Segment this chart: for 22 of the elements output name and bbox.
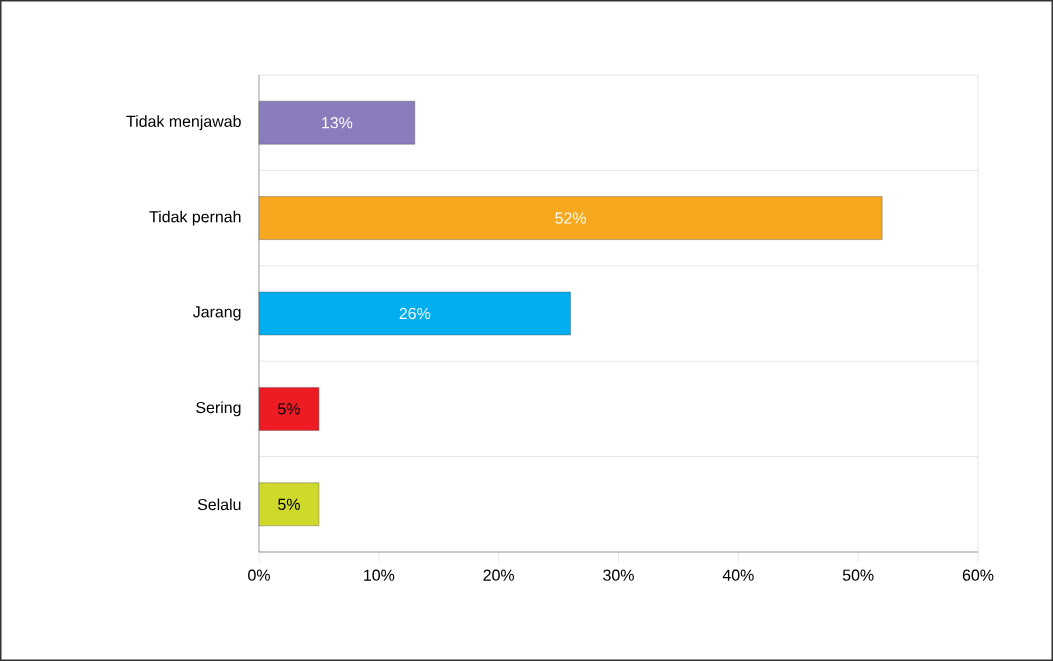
bar xyxy=(258,101,415,145)
x-tick-label: 40% xyxy=(722,569,754,581)
bar xyxy=(258,482,320,526)
data-label: 52% xyxy=(555,212,586,224)
y-tick-label: Selalu xyxy=(197,498,241,511)
x-tick-label: 50% xyxy=(842,569,874,581)
y-tick-label: Tidak menjawab xyxy=(126,115,241,131)
y-tick-label: Jarang xyxy=(193,306,241,321)
x-tick-label: 0% xyxy=(248,569,270,581)
y-tick-label: Sering xyxy=(196,401,241,417)
data-label: 13% xyxy=(322,117,353,129)
x-tick-label: 10% xyxy=(364,569,395,581)
data-label: 5% xyxy=(278,403,300,415)
bar xyxy=(258,387,320,431)
data-label: 5% xyxy=(278,498,300,510)
x-tick-label: 60% xyxy=(962,569,994,581)
data-label: 26% xyxy=(399,307,431,320)
x-tick-label: 20% xyxy=(483,569,515,581)
bar xyxy=(258,196,883,240)
bar xyxy=(258,291,571,336)
x-tick-label: 30% xyxy=(603,569,634,581)
y-tick-label: Tidak pernah xyxy=(149,210,241,226)
